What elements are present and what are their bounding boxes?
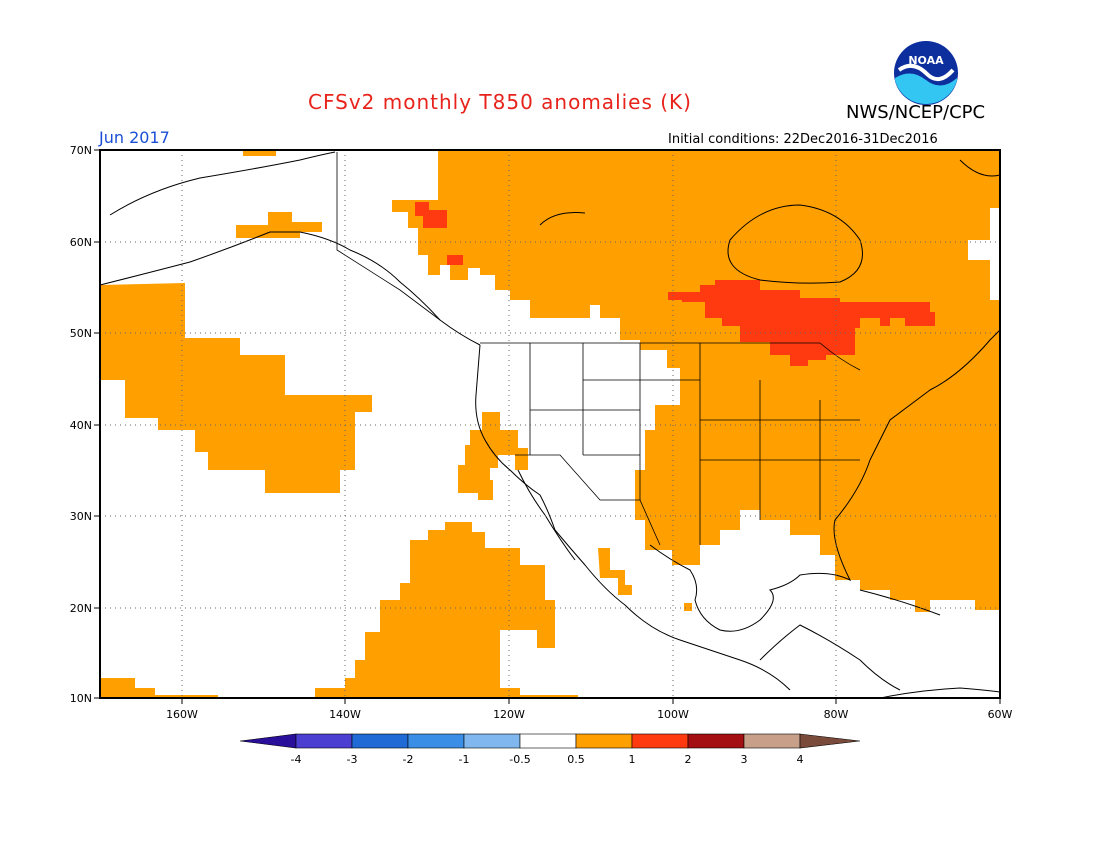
coastline-alaska-north [109, 151, 336, 216]
lon-label: 140W [329, 708, 361, 721]
coastline-hudson-bay [727, 204, 863, 284]
coastline-baja [517, 469, 576, 561]
coastline-great-bear-lake [539, 212, 586, 226]
colorbar-bin [351, 733, 409, 749]
colorbar-label: -1 [459, 753, 470, 766]
colorbar-label: -2 [403, 753, 414, 766]
lat-label: 60N [70, 236, 92, 249]
colorbar-bin [687, 733, 745, 749]
colorbar [239, 733, 861, 749]
colorbar-bin [743, 733, 801, 749]
lon-label: 120W [493, 708, 525, 721]
anomaly-fill-high [415, 202, 935, 366]
lon-label: 100W [657, 708, 689, 721]
coastline-central-america [759, 624, 901, 691]
political-boundaries [336, 152, 861, 546]
anomaly-region-arctic-patch [243, 150, 276, 156]
initial-conditions: Initial conditions: 22Dec2016-31Dec2016 [668, 132, 938, 147]
anomaly-fill-low [100, 150, 1000, 698]
us-mexico-border [515, 454, 661, 546]
colorbar-label: 1 [629, 753, 636, 766]
colorbar-bin [519, 733, 577, 749]
anomaly-region-california [458, 412, 528, 500]
coastline-west-us [475, 344, 791, 691]
coastline-greenland [959, 159, 1001, 177]
anomaly-region-north-pacific [100, 283, 372, 493]
anomaly-region-alaska-gulf [236, 212, 322, 238]
forecast-period: Jun 2017 [99, 128, 170, 147]
lat-label: 30N [70, 510, 92, 523]
colorbar-bin [631, 733, 689, 749]
colorbar-labels: -4 -3 -2 -1 -0.5 0.5 1 2 3 4 [291, 753, 804, 766]
agency-label: NWS/NCEP/CPC [846, 102, 986, 123]
lat-label: 20N [70, 602, 92, 615]
anomaly-region-yukon-2 [423, 210, 447, 228]
canada-us-border [480, 342, 861, 371]
state-boundaries [529, 343, 860, 545]
colorbar-label: -4 [291, 753, 302, 766]
colorbar-bin [463, 733, 521, 749]
noaa-logo: NOAA [894, 41, 958, 105]
logo-text: NOAA [908, 54, 944, 67]
map-title: CFSv2 monthly T850 anomalies (K) [308, 90, 692, 114]
coastline-south-america [879, 687, 1001, 699]
colorbar-bin [407, 733, 465, 749]
colorbar-label: 0.5 [567, 753, 585, 766]
latitude-labels: 70N 60N 50N 40N 30N 20N 10N [70, 144, 92, 705]
colorbar-bin [575, 733, 633, 749]
alaska-canada-border [336, 152, 441, 321]
anomaly-region-canada [392, 150, 1000, 612]
lat-label: 50N [70, 327, 92, 340]
coastlines [99, 151, 1001, 699]
longitude-labels: 160W 140W 120W 100W 80W 60W [166, 708, 1012, 721]
gridlines [100, 150, 1000, 698]
colorbar-label: -0.5 [509, 753, 530, 766]
anomaly-region-mexico-coast [598, 548, 632, 595]
colorbar-label: -3 [347, 753, 358, 766]
lat-label: 10N [70, 692, 92, 705]
anomaly-region-ontario [668, 280, 935, 366]
anomaly-region-eastern-pacific [315, 522, 578, 698]
map-frame [99, 149, 1001, 699]
coastline-caribbean [859, 589, 941, 616]
colorbar-label: 4 [797, 753, 804, 766]
coastline-gulf-of-mexico [649, 519, 852, 632]
lat-label: 70N [70, 144, 92, 157]
colorbar-label: 3 [741, 753, 748, 766]
colorbar-label: 2 [685, 753, 692, 766]
anomaly-region-yukon-3 [447, 255, 463, 265]
lat-label: 40N [70, 419, 92, 432]
colorbar-arrow-low [239, 733, 297, 749]
lon-label: 60W [988, 708, 1013, 721]
lon-label: 80W [824, 708, 849, 721]
colorbar-bin [295, 733, 353, 749]
anomaly-region-west-pacific-south [100, 678, 218, 698]
colorbar-arrow-high [799, 733, 861, 749]
lon-label: 160W [166, 708, 198, 721]
tick-marks [94, 149, 1001, 704]
anomaly-region-gulf-patch [684, 603, 692, 611]
coastline-east-us [834, 329, 1001, 521]
